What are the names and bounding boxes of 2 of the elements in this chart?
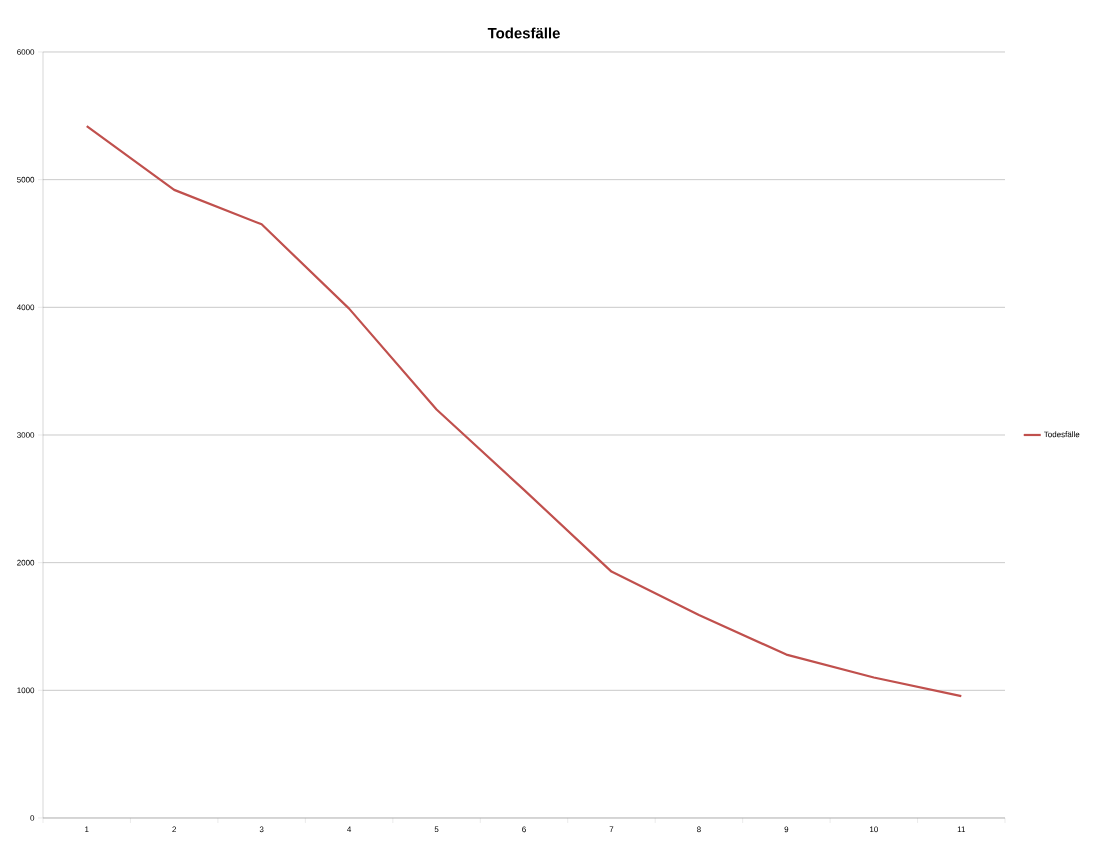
chart-title: Todesfälle <box>487 27 560 39</box>
line-series <box>85 124 963 698</box>
